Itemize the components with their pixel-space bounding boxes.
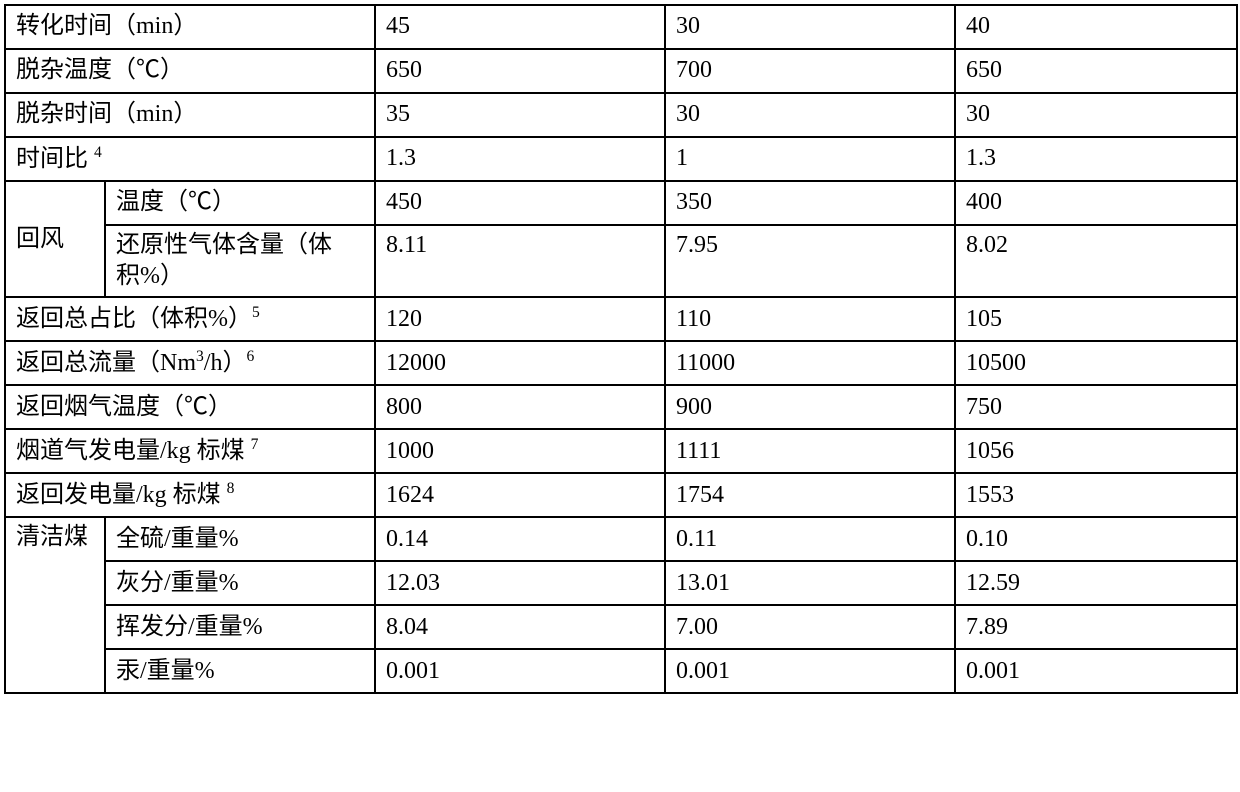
cell-value: 700: [665, 49, 955, 93]
cell-value: 7.00: [665, 605, 955, 649]
row-label: 全硫/重量%: [105, 517, 375, 561]
footnote-sup: 7: [251, 436, 259, 453]
row-label: 时间比 4: [5, 137, 375, 181]
cell-value: 30: [665, 5, 955, 49]
row-label: 还原性气体含量（体积%）: [105, 225, 375, 297]
cell-value: 30: [955, 93, 1237, 137]
table-row: 还原性气体含量（体积%） 8.11 7.95 8.02: [5, 225, 1237, 297]
cell-value: 1624: [375, 473, 665, 517]
label-text: 返回发电量/kg 标煤: [16, 482, 221, 508]
cell-value: 900: [665, 385, 955, 429]
cell-value: 1.3: [955, 137, 1237, 181]
data-table: 转化时间（min） 45 30 40 脱杂温度（℃） 650 700 650 脱…: [4, 4, 1238, 694]
row-label: 烟道气发电量/kg 标煤 7: [5, 429, 375, 473]
cell-value: 650: [375, 49, 665, 93]
table-row: 脱杂温度（℃） 650 700 650: [5, 49, 1237, 93]
row-label: 返回总占比（体积%）5: [5, 297, 375, 341]
cell-value: 0.001: [375, 649, 665, 693]
row-label: 挥发分/重量%: [105, 605, 375, 649]
table-row: 清洁煤 全硫/重量% 0.14 0.11 0.10: [5, 517, 1237, 561]
cell-value: 30: [665, 93, 955, 137]
row-label: 转化时间（min）: [5, 5, 375, 49]
table-row: 灰分/重量% 12.03 13.01 12.59: [5, 561, 1237, 605]
cell-value: 1553: [955, 473, 1237, 517]
table-row: 返回烟气温度（℃） 800 900 750: [5, 385, 1237, 429]
table-row: 汞/重量% 0.001 0.001 0.001: [5, 649, 1237, 693]
group-label: 回风: [5, 181, 105, 297]
unit-sup: 3: [196, 348, 204, 365]
cell-value: 0.14: [375, 517, 665, 561]
cell-value: 1: [665, 137, 955, 181]
cell-value: 1754: [665, 473, 955, 517]
cell-value: 8.11: [375, 225, 665, 297]
cell-value: 0.10: [955, 517, 1237, 561]
cell-value: 450: [375, 181, 665, 225]
cell-value: 12000: [375, 341, 665, 385]
row-label: 返回总流量（Nm3/h）6: [5, 341, 375, 385]
cell-value: 40: [955, 5, 1237, 49]
group-label: 清洁煤: [5, 517, 105, 693]
cell-value: 750: [955, 385, 1237, 429]
footnote-sup: 5: [252, 304, 260, 321]
table-row: 挥发分/重量% 8.04 7.00 7.89: [5, 605, 1237, 649]
cell-value: 1111: [665, 429, 955, 473]
row-label: 返回烟气温度（℃）: [5, 385, 375, 429]
cell-value: 0.11: [665, 517, 955, 561]
cell-value: 12.59: [955, 561, 1237, 605]
table-row: 脱杂时间（min） 35 30 30: [5, 93, 1237, 137]
cell-value: 35: [375, 93, 665, 137]
table-row: 时间比 4 1.3 1 1.3: [5, 137, 1237, 181]
footnote-sup: 8: [227, 480, 235, 497]
table-row: 返回发电量/kg 标煤 8 1624 1754 1553: [5, 473, 1237, 517]
label-text: 返回总流量（Nm: [16, 350, 196, 376]
cell-value: 8.02: [955, 225, 1237, 297]
table-row: 返回总流量（Nm3/h）6 12000 11000 10500: [5, 341, 1237, 385]
row-label: 脱杂时间（min）: [5, 93, 375, 137]
label-text: 烟道气发电量/kg 标煤: [16, 438, 245, 464]
cell-value: 400: [955, 181, 1237, 225]
cell-value: 1.3: [375, 137, 665, 181]
table-row: 转化时间（min） 45 30 40: [5, 5, 1237, 49]
cell-value: 0.001: [665, 649, 955, 693]
cell-value: 650: [955, 49, 1237, 93]
table-row: 烟道气发电量/kg 标煤 7 1000 1111 1056: [5, 429, 1237, 473]
label-text: /h）: [204, 350, 247, 376]
label-text: 时间比: [16, 146, 88, 172]
cell-value: 350: [665, 181, 955, 225]
row-label: 脱杂温度（℃）: [5, 49, 375, 93]
cell-value: 11000: [665, 341, 955, 385]
cell-value: 45: [375, 5, 665, 49]
label-text: 返回总占比（体积%）: [16, 306, 252, 332]
row-label: 汞/重量%: [105, 649, 375, 693]
table-row: 回风 温度（℃） 450 350 400: [5, 181, 1237, 225]
footnote-sup: 6: [246, 348, 254, 365]
footnote-sup: 4: [94, 144, 102, 161]
cell-value: 0.001: [955, 649, 1237, 693]
row-label: 返回发电量/kg 标煤 8: [5, 473, 375, 517]
cell-value: 12.03: [375, 561, 665, 605]
cell-value: 8.04: [375, 605, 665, 649]
cell-value: 13.01: [665, 561, 955, 605]
cell-value: 105: [955, 297, 1237, 341]
table-row: 返回总占比（体积%）5 120 110 105: [5, 297, 1237, 341]
cell-value: 110: [665, 297, 955, 341]
cell-value: 7.89: [955, 605, 1237, 649]
cell-value: 10500: [955, 341, 1237, 385]
cell-value: 800: [375, 385, 665, 429]
cell-value: 1000: [375, 429, 665, 473]
cell-value: 120: [375, 297, 665, 341]
cell-value: 7.95: [665, 225, 955, 297]
cell-value: 1056: [955, 429, 1237, 473]
row-label: 温度（℃）: [105, 181, 375, 225]
row-label: 灰分/重量%: [105, 561, 375, 605]
